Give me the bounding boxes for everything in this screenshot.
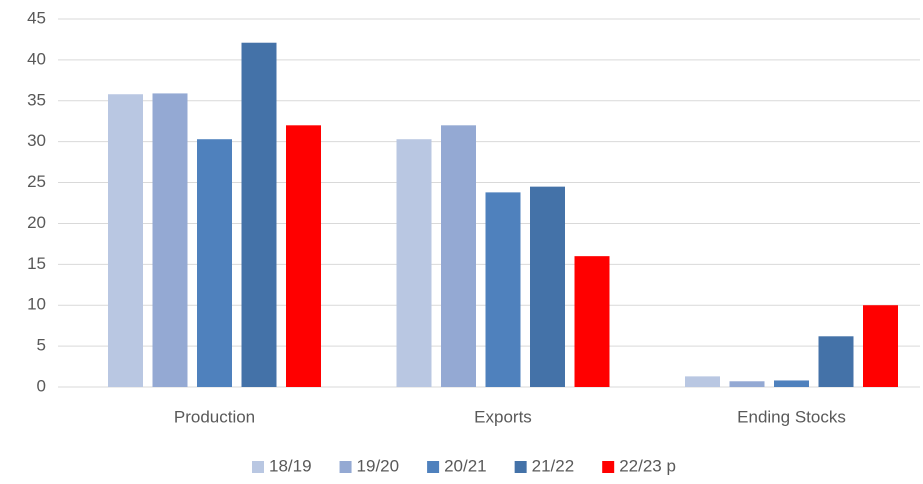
y-tick-label: 45 [27, 8, 46, 27]
legend-label: 19/20 [357, 456, 400, 475]
x-tick-label: Ending Stocks [737, 407, 846, 426]
bar [729, 381, 765, 387]
y-tick-label: 35 [27, 90, 46, 109]
y-tick-label: 15 [27, 254, 46, 273]
legend-swatch [252, 461, 264, 473]
y-tick-label: 20 [27, 213, 46, 232]
legend-swatch [514, 461, 527, 473]
y-tick-label: 0 [37, 376, 46, 395]
legend-swatch [602, 461, 615, 473]
bar [108, 94, 143, 387]
bar [774, 380, 809, 387]
bar [530, 186, 565, 387]
bar [241, 42, 277, 388]
legend-swatch [427, 461, 440, 473]
bar [818, 336, 854, 387]
x-tick-label: Exports [474, 407, 532, 426]
y-tick-label: 25 [27, 172, 46, 191]
legend-label: 21/22 [532, 456, 575, 475]
x-tick-label: Production [174, 407, 255, 426]
y-tick-label: 40 [27, 49, 46, 68]
legend-label: 18/19 [269, 456, 312, 475]
bar [485, 192, 521, 387]
bar [574, 256, 610, 387]
legend-label: 22/23 p [619, 456, 676, 475]
legend-swatch [339, 461, 352, 473]
y-tick-label: 10 [27, 295, 46, 314]
y-tick-label: 5 [37, 336, 46, 355]
y-tick-label: 30 [27, 131, 46, 150]
bar [441, 125, 476, 388]
bar [863, 305, 898, 387]
legend-label: 20/21 [444, 456, 487, 475]
bar [152, 93, 188, 387]
bar [197, 139, 232, 387]
bar [286, 125, 321, 388]
bar [396, 139, 432, 387]
bar [685, 376, 720, 387]
